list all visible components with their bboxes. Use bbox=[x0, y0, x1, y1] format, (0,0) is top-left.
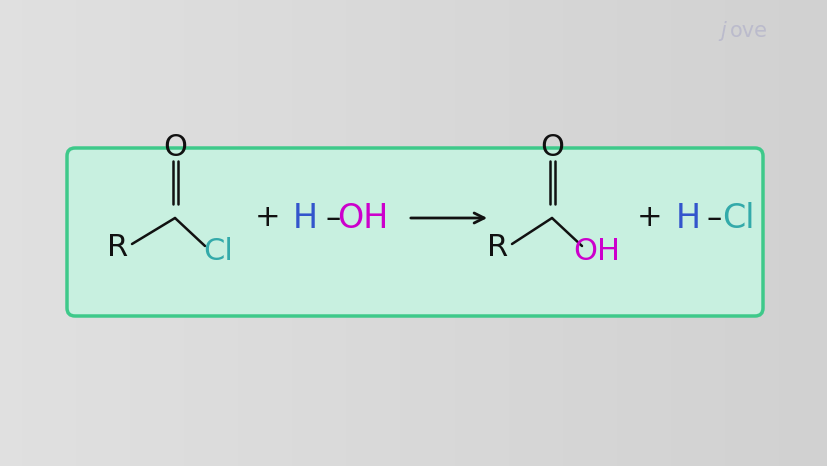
Text: O: O bbox=[163, 133, 187, 163]
Text: H: H bbox=[292, 201, 317, 234]
Text: H: H bbox=[675, 201, 700, 234]
Text: j: j bbox=[719, 21, 725, 41]
Text: –: – bbox=[705, 204, 721, 233]
Text: R: R bbox=[487, 233, 508, 262]
Text: +: + bbox=[255, 204, 280, 233]
Text: OH: OH bbox=[337, 201, 388, 234]
Text: O: O bbox=[539, 133, 563, 163]
Text: Cl: Cl bbox=[721, 201, 753, 234]
Text: OH: OH bbox=[573, 237, 619, 266]
Text: ove: ove bbox=[729, 21, 767, 41]
Text: +: + bbox=[637, 204, 662, 233]
Text: Cl: Cl bbox=[203, 237, 232, 266]
FancyBboxPatch shape bbox=[67, 148, 762, 316]
Text: –: – bbox=[325, 204, 340, 233]
Text: R: R bbox=[108, 233, 128, 262]
